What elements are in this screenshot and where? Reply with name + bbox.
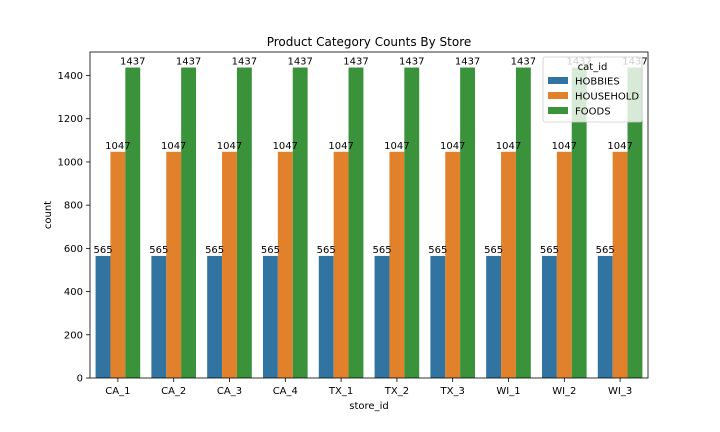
y-tick-label: 800: [64, 201, 83, 212]
data-label: 565: [261, 245, 280, 256]
plot-frame: [89, 51, 649, 379]
y-tick-label: 200: [64, 330, 83, 341]
bar-foods-tx_1: [348, 67, 364, 379]
y-tick-label: 1400: [58, 71, 83, 82]
bar-hobbies-ca_3: [207, 255, 223, 378]
bar-foods-ca_4: [292, 67, 308, 379]
x-tick-label: WI_1: [496, 386, 520, 397]
x-tick-label: WI_2: [552, 386, 576, 397]
data-label: 1047: [161, 141, 186, 152]
data-label: 1047: [273, 141, 298, 152]
data-label: 1437: [455, 57, 480, 68]
bar-foods-ca_3: [236, 67, 252, 379]
legend-label: HOBBIES: [575, 77, 620, 88]
bar-hobbies-wi_3: [597, 255, 613, 378]
x-tick-label: CA_4: [273, 386, 298, 397]
bar-household-wi_1: [501, 151, 516, 378]
bar-hobbies-tx_1: [318, 255, 334, 378]
x-tick-label: TX_1: [328, 386, 353, 397]
x-axis-label: store_id: [349, 401, 388, 412]
bar-household-ca_4: [277, 151, 293, 378]
y-tick-label: 600: [64, 244, 83, 255]
bar-hobbies-tx_2: [374, 255, 390, 378]
data-label: 565: [372, 245, 391, 256]
bar-foods-ca_1: [125, 67, 141, 379]
data-label: 565: [540, 245, 559, 256]
bar-foods-tx_3: [460, 67, 476, 379]
data-label: 565: [93, 245, 112, 256]
x-tick-label: TX_3: [440, 386, 465, 397]
data-label: 1047: [552, 141, 577, 152]
bar-foods-ca_2: [181, 67, 197, 379]
bar-household-tx_1: [333, 151, 349, 378]
bar-household-tx_2: [389, 151, 405, 378]
bar-household-tx_3: [445, 151, 461, 378]
legend-swatch-household: [548, 92, 568, 99]
y-axis: 0 200 400 600 800 1000 1200 1400: [58, 71, 90, 385]
data-label: 1437: [176, 57, 201, 68]
bar-foods-wi_1: [515, 67, 531, 379]
bars-layer: [95, 67, 643, 379]
y-tick-label: 0: [77, 374, 83, 385]
y-tick-label: 1000: [58, 157, 83, 168]
data-label: 1047: [217, 141, 242, 152]
bar-household-ca_3: [222, 151, 237, 378]
data-label: 565: [596, 245, 615, 256]
chart-title: Product Category Counts By Store: [267, 35, 472, 49]
bar-foods-tx_2: [404, 67, 420, 379]
bar-hobbies-ca_1: [95, 255, 111, 378]
data-label: 565: [428, 245, 447, 256]
data-label: 1437: [287, 57, 312, 68]
data-label: 1047: [328, 141, 353, 152]
data-label: 1047: [105, 141, 130, 152]
data-label: 1437: [399, 57, 424, 68]
bar-household-ca_1: [110, 151, 126, 378]
data-label: 1047: [496, 141, 521, 152]
legend-swatch-hobbies: [548, 77, 568, 84]
data-label: 1437: [511, 57, 536, 68]
y-axis-label: count: [43, 201, 54, 229]
data-label: 1437: [343, 57, 368, 68]
data-label: 565: [205, 245, 224, 256]
bar-household-ca_2: [166, 151, 182, 378]
x-tick-label: TX_2: [384, 386, 409, 397]
data-label: 1437: [120, 57, 145, 68]
legend-swatch-foods: [548, 107, 568, 114]
legend-label: HOUSEHOLD: [575, 92, 639, 103]
bar-hobbies-ca_4: [262, 255, 278, 378]
data-label: 565: [484, 245, 503, 256]
bar-foods-wi_2: [571, 67, 587, 379]
bar-hobbies-wi_1: [486, 255, 502, 378]
x-tick-label: CA_3: [217, 386, 242, 397]
data-label: 1047: [440, 141, 465, 152]
data-label: 1047: [607, 141, 632, 152]
legend-box: [542, 56, 643, 123]
data-label: 1047: [384, 141, 409, 152]
y-tick-label: 400: [64, 287, 83, 298]
bar-hobbies-ca_2: [151, 255, 167, 378]
bar-hobbies-tx_3: [430, 255, 446, 378]
data-label: 565: [149, 245, 168, 256]
bar-foods-wi_3: [627, 67, 643, 379]
x-tick-label: WI_3: [608, 386, 632, 397]
bar-household-wi_2: [556, 151, 572, 378]
legend-label: FOODS: [575, 107, 611, 118]
bar-household-wi_3: [612, 151, 628, 378]
legend-title: cat_id: [578, 62, 608, 73]
x-tick-label: CA_1: [105, 386, 130, 397]
x-tick-label: CA_2: [161, 386, 186, 397]
bar-hobbies-wi_2: [541, 255, 557, 378]
x-axis: CA_1 CA_2 CA_3 CA_4 TX_1 TX_2 TX_3 WI_1 WI_2 WI_3: [105, 378, 632, 397]
y-tick-label: 1200: [58, 114, 83, 125]
data-label: 1437: [232, 57, 257, 68]
legend: cat_id HOBBIES HOUSEHOLD FOODS: [542, 56, 643, 123]
data-label: 565: [317, 245, 336, 256]
